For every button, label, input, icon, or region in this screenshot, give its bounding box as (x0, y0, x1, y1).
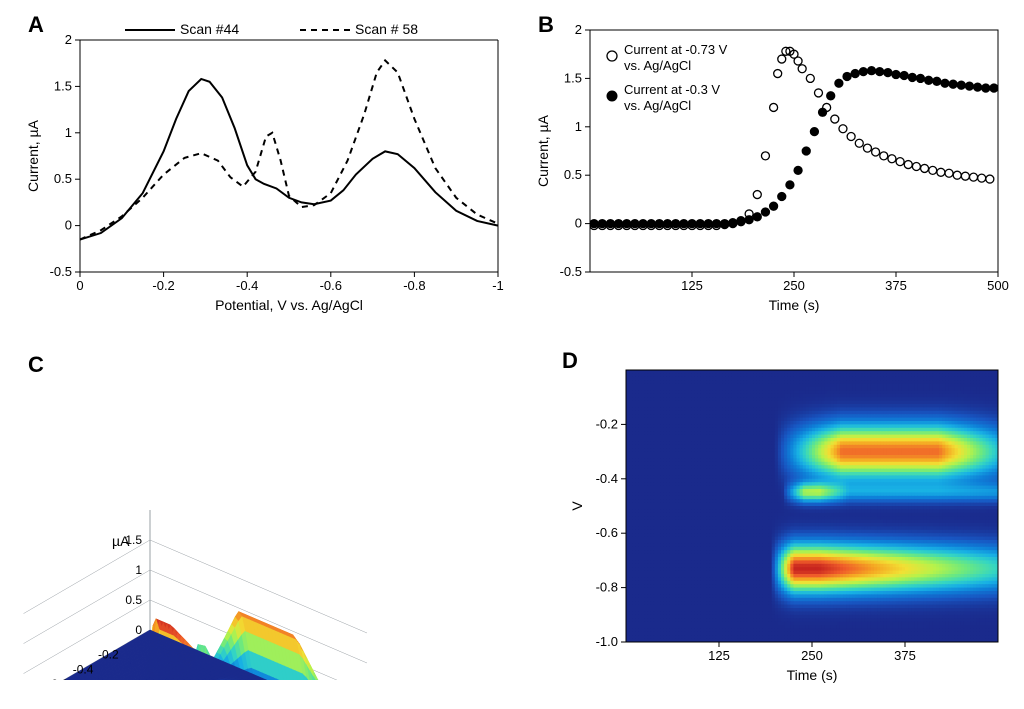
svg-text:Current at -0.73 V: Current at -0.73 V (624, 42, 728, 57)
svg-text:1: 1 (65, 125, 72, 140)
svg-text:250: 250 (783, 278, 805, 293)
chart-c-surface3d: 00.511.5µA-0.2-0.4-0.6-0.8-1V125250375Ti… (20, 350, 510, 680)
svg-text:vs. Ag/AgCl: vs. Ag/AgCl (624, 98, 691, 113)
panel-a: 0 -0.2 -0.4 -0.6 -0.8 -1 Potential, V vs. Ag/A… (20, 10, 510, 320)
svg-text:0.5: 0.5 (54, 171, 72, 186)
svg-text:2: 2 (575, 22, 582, 37)
svg-text:0: 0 (135, 623, 142, 637)
svg-text:375: 375 (885, 278, 907, 293)
svg-text:Current, µA: Current, µA (25, 119, 41, 192)
svg-text:µA: µA (112, 533, 130, 549)
svg-text:0: 0 (575, 216, 582, 231)
svg-text:-0.2: -0.2 (152, 278, 174, 293)
svg-text:-1: -1 (492, 278, 504, 293)
svg-text:vs. Ag/AgCl: vs. Ag/AgCl (624, 58, 691, 73)
svg-text:Scan #44: Scan #44 (180, 21, 239, 37)
svg-text:1.5: 1.5 (54, 78, 72, 93)
panel-b: 125 250 375 500 Time (s) -0.5 0 0.5 1 1.5 2 Current… (530, 10, 1010, 320)
chart-d-heatmap: 125250375Time (s)-0.2-0.4-0.6-0.8-1.0VD (560, 350, 1010, 690)
svg-text:-0.5: -0.5 (560, 264, 582, 279)
svg-text:-0.4: -0.4 (73, 662, 94, 676)
svg-text:B: B (538, 12, 554, 37)
svg-text:0: 0 (76, 278, 83, 293)
svg-text:A: A (28, 12, 44, 37)
svg-text:1: 1 (135, 563, 142, 577)
svg-text:-0.8: -0.8 (403, 278, 425, 293)
svg-text:1: 1 (575, 119, 582, 134)
svg-text:Time (s): Time (s) (769, 297, 820, 313)
chart-b-scatter: 125 250 375 500 Time (s) -0.5 0 0.5 1 1.5 2 Current… (530, 10, 1010, 320)
chart-a-line: 0 -0.2 -0.4 -0.6 -0.8 -1 Potential, V vs. Ag/A… (20, 10, 510, 320)
svg-text:Potential, V vs. Ag/AgCl: Potential, V vs. Ag/AgCl (215, 297, 363, 313)
svg-text:-0.5: -0.5 (50, 264, 72, 279)
svg-text:500: 500 (987, 278, 1009, 293)
svg-text:Current at -0.3 V: Current at -0.3 V (624, 82, 720, 97)
svg-text:Current, µA: Current, µA (535, 114, 551, 187)
svg-text:125: 125 (681, 278, 703, 293)
panel-c: 00.511.5µA-0.2-0.4-0.6-0.8-1V125250375Ti… (20, 350, 510, 680)
svg-text:-0.6: -0.6 (47, 677, 68, 680)
svg-text:2: 2 (65, 32, 72, 47)
svg-text:0.5: 0.5 (564, 167, 582, 182)
svg-text:0.5: 0.5 (125, 593, 142, 607)
svg-text:Scan # 58: Scan # 58 (355, 21, 418, 37)
svg-text:0: 0 (65, 218, 72, 233)
svg-text:-0.4: -0.4 (236, 278, 258, 293)
svg-text:C: C (28, 352, 44, 377)
svg-text:1.5: 1.5 (564, 70, 582, 85)
svg-text:-0.2: -0.2 (98, 648, 119, 662)
panel-d: 125250375Time (s)-0.2-0.4-0.6-0.8-1.0VD (560, 350, 1010, 690)
svg-text:-0.6: -0.6 (320, 278, 342, 293)
